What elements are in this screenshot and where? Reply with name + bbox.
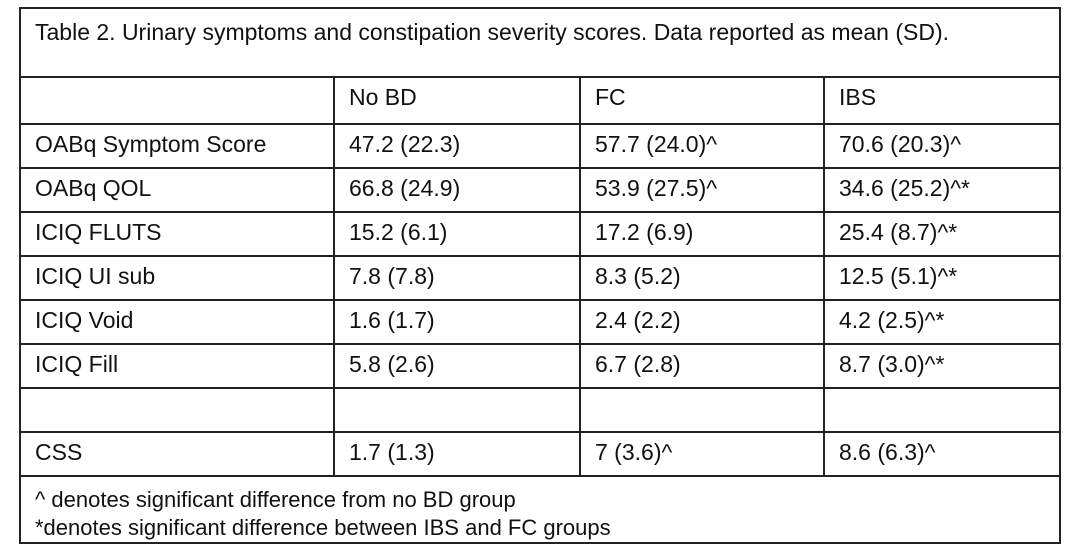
header-row: No BD FC IBS	[21, 78, 1059, 125]
cell-no-bd: 66.8 (24.9)	[334, 168, 581, 213]
cell-ibs: 34.6 (25.2)^*	[824, 168, 1059, 213]
cell-fc: 53.9 (27.5)^	[580, 168, 825, 213]
row-label: ICIQ Void	[21, 300, 335, 345]
table-row-iciq-fill: ICIQ Fill 5.8 (2.6) 6.7 (2.8) 8.7 (3.0)^…	[21, 344, 1059, 389]
cell-ibs	[824, 388, 1059, 433]
table-row-iciq-fluts: ICIQ FLUTS 15.2 (6.1) 17.2 (6.9) 25.4 (8…	[21, 212, 1059, 257]
cell-no-bd: 1.6 (1.7)	[334, 300, 581, 345]
cell-fc: 8.3 (5.2)	[580, 256, 825, 301]
table-row-css: CSS 1.7 (1.3) 7 (3.6)^ 8.6 (6.3)^	[21, 432, 1059, 477]
table-row-oabq-symptom: OABq Symptom Score 47.2 (22.3) 57.7 (24.…	[21, 124, 1059, 169]
cell-no-bd	[334, 388, 581, 433]
cell-fc	[580, 388, 825, 433]
cell-no-bd: 7.8 (7.8)	[334, 256, 581, 301]
cell-no-bd: 47.2 (22.3)	[334, 124, 581, 169]
cell-ibs: 8.7 (3.0)^*	[824, 344, 1059, 389]
cell-fc: 7 (3.6)^	[580, 432, 825, 477]
header-cell-fc: FC	[580, 78, 825, 125]
row-label: ICIQ FLUTS	[21, 212, 335, 257]
row-label: OABq QOL	[21, 168, 335, 213]
cell-fc: 57.7 (24.0)^	[580, 124, 825, 169]
table-footnotes: ^ denotes significant difference from no…	[21, 480, 1059, 542]
header-cell-ibs: IBS	[824, 78, 1059, 125]
row-label: CSS	[21, 432, 335, 477]
cell-no-bd: 15.2 (6.1)	[334, 212, 581, 257]
cell-fc: 2.4 (2.2)	[580, 300, 825, 345]
footnote-asterisk: *denotes significant difference between …	[35, 515, 611, 540]
cell-fc: 17.2 (6.9)	[580, 212, 825, 257]
cell-no-bd: 5.8 (2.6)	[334, 344, 581, 389]
header-cell-label	[21, 78, 335, 125]
row-label	[21, 388, 335, 433]
cell-fc: 6.7 (2.8)	[580, 344, 825, 389]
table-row-blank	[21, 388, 1059, 433]
cell-ibs: 8.6 (6.3)^	[824, 432, 1059, 477]
table-frame: Table 2. Urinary symptoms and constipati…	[19, 7, 1061, 544]
data-table: No BD FC IBS OABq Symptom Score 47.2 (22…	[21, 78, 1059, 477]
cell-no-bd: 1.7 (1.3)	[334, 432, 581, 477]
cell-ibs: 70.6 (20.3)^	[824, 124, 1059, 169]
footnote-caret: ^ denotes significant difference from no…	[35, 487, 516, 512]
cell-ibs: 25.4 (8.7)^*	[824, 212, 1059, 257]
row-label: ICIQ Fill	[21, 344, 335, 389]
table-row-oabq-qol: OABq QOL 66.8 (24.9) 53.9 (27.5)^ 34.6 (…	[21, 168, 1059, 213]
row-label: OABq Symptom Score	[21, 124, 335, 169]
table-row-iciq-void: ICIQ Void 1.6 (1.7) 2.4 (2.2) 4.2 (2.5)^…	[21, 300, 1059, 345]
cell-ibs: 12.5 (5.1)^*	[824, 256, 1059, 301]
row-label: ICIQ UI sub	[21, 256, 335, 301]
table-row-iciq-ui-sub: ICIQ UI sub 7.8 (7.8) 8.3 (5.2) 12.5 (5.…	[21, 256, 1059, 301]
header-cell-no-bd: No BD	[334, 78, 581, 125]
cell-ibs: 4.2 (2.5)^*	[824, 300, 1059, 345]
table-caption: Table 2. Urinary symptoms and constipati…	[21, 9, 1059, 78]
